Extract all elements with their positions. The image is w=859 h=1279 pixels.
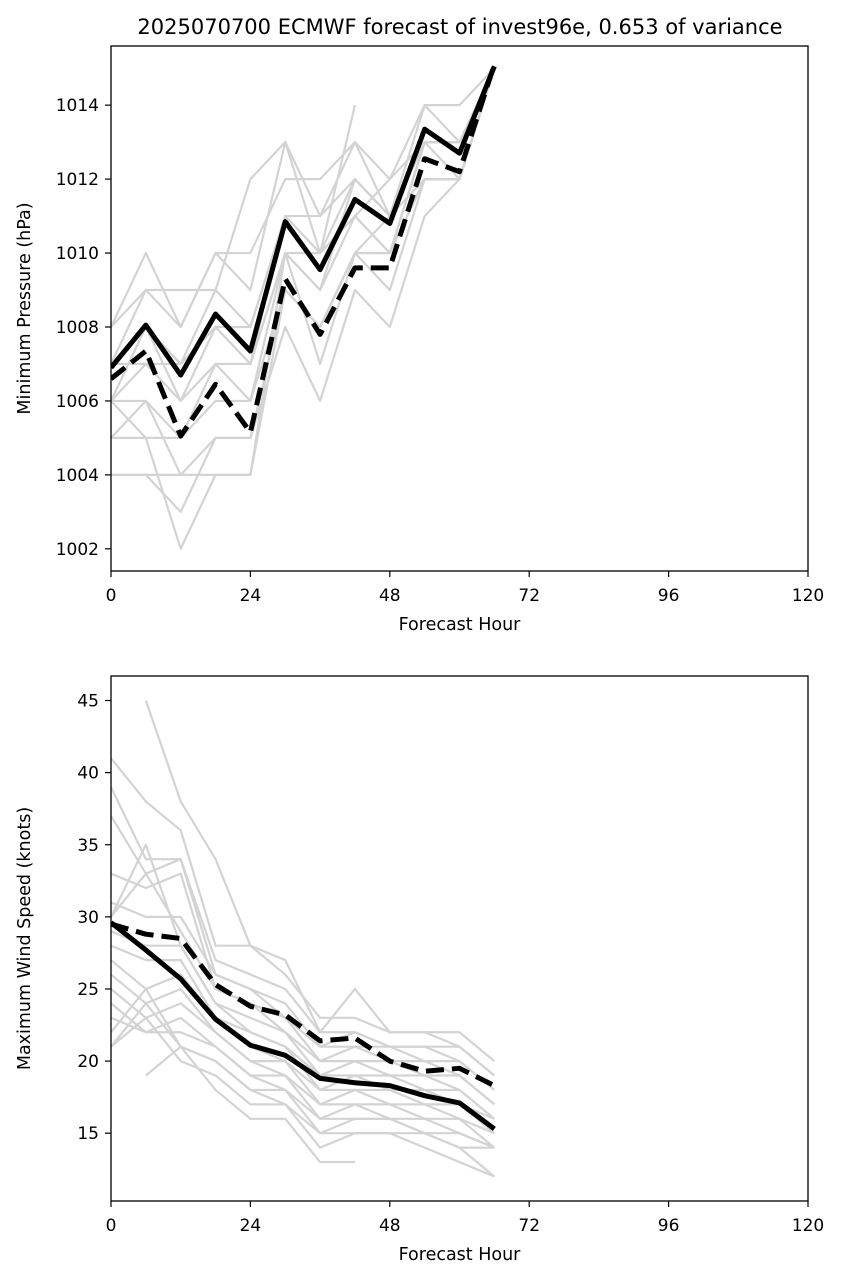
wind-y-tick-label: 15 (77, 1124, 99, 1144)
wind-x-tick-label: 24 (240, 1216, 262, 1236)
wind-panel: 0 24 48 72 96 120 15 20 25 30 35 40 45 Forecast Hour M… (15, 675, 824, 1265)
wind-ensemble-line (111, 815, 496, 1091)
pressure-y-tick-label: 1004 (56, 466, 99, 486)
wind-x-tick-label: 0 (106, 1216, 117, 1236)
wind-ensemble-line (111, 930, 496, 1120)
pressure-x-tick-label: 96 (658, 586, 680, 606)
wind-solid-mean-line (111, 920, 496, 1131)
wind-ensemble-line (111, 872, 496, 1091)
pressure-dashed-mean-line (111, 63, 497, 439)
pressure-x-tick-label: 24 (240, 586, 262, 606)
wind-axes-frame (110, 675, 809, 1202)
pressure-y-axis-label: Minimum Pressure (hPa) (15, 202, 35, 414)
pressure-ensemble-line (111, 104, 357, 329)
pressure-y-tick-label: 1012 (56, 170, 99, 190)
wind-ensemble-line (111, 757, 496, 1077)
wind-dashed-mean-line (111, 921, 496, 1088)
pressure-y-tick-label: 1010 (56, 244, 99, 264)
pressure-axes-frame (110, 45, 809, 572)
wind-x-tick-label: 72 (518, 1216, 540, 1236)
wind-ensemble-line (111, 988, 496, 1149)
wind-y-tick-label: 25 (77, 980, 99, 1000)
wind-ensemble-line (111, 1002, 496, 1178)
wind-plot-area (111, 700, 496, 1178)
wind-y-tick-label: 40 (77, 764, 99, 784)
pressure-ensemble-line (111, 67, 496, 403)
wind-y-tick-label: 30 (77, 908, 99, 928)
wind-ensemble-line (111, 786, 496, 1077)
pressure-x-tick-label: 120 (792, 586, 824, 606)
pressure-solid-mean-line (111, 65, 497, 378)
pressure-panel: 0 24 48 72 96 120 1002 1004 1006 1008 1010 1012 1014… (15, 45, 824, 635)
pressure-y-tick-label: 1006 (56, 392, 99, 412)
wind-x-tick-label: 120 (792, 1216, 824, 1236)
pressure-x-tick-label: 48 (379, 586, 401, 606)
pressure-plot-area (111, 63, 497, 550)
pressure-x-axis-label: Forecast Hour (399, 615, 522, 635)
wind-ensemble-line (111, 901, 496, 1106)
wind-y-axis-label: Maximum Wind Speed (knots) (15, 807, 35, 1070)
wind-ensemble-line (111, 1016, 495, 1149)
wind-ensemble-line (111, 843, 496, 1120)
wind-y-tick-label: 20 (77, 1052, 99, 1072)
wind-ensemble-line (145, 1045, 355, 1164)
wind-ensemble-line (111, 1016, 495, 1178)
pressure-x-tick-label: 72 (518, 586, 540, 606)
wind-ensemble-line (111, 1002, 495, 1149)
pressure-y-tick-label: 1002 (56, 540, 99, 560)
wind-x-tick-label: 96 (658, 1216, 680, 1236)
pressure-ensemble-line (111, 67, 496, 439)
wind-ensemble-line (111, 973, 495, 1135)
wind-ensemble-line (111, 872, 496, 1106)
pressure-y-tick-label: 1014 (56, 96, 99, 116)
wind-x-tick-label: 48 (379, 1216, 401, 1236)
wind-y-tick-label: 45 (77, 692, 99, 712)
pressure-x-tick-label: 0 (106, 586, 117, 606)
wind-y-tick-label: 35 (77, 836, 99, 856)
pressure-y-tick-label: 1008 (56, 318, 99, 338)
pressure-ensemble-line (111, 67, 496, 476)
wind-x-axis-label: Forecast Hour (399, 1245, 522, 1265)
chart-title: 2025070700 ECMWF forecast of invest96e, … (137, 15, 782, 39)
